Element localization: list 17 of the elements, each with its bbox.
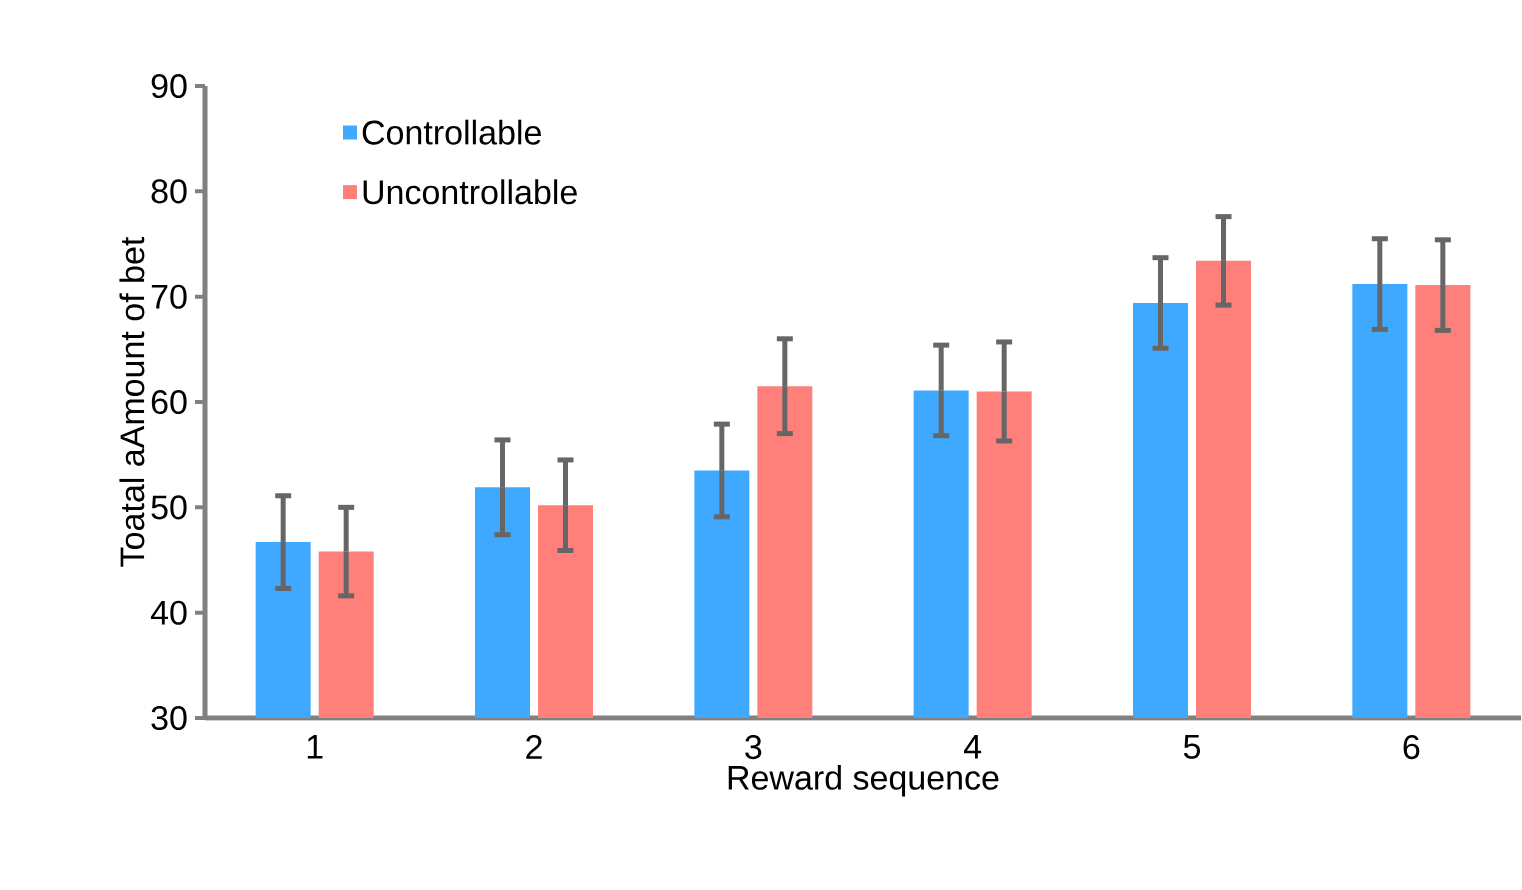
y-axis-title: Toatal aAmount of bet [119, 236, 145, 567]
y-tick-label: 40 [150, 600, 187, 625]
x-tick-label: 5 [1183, 735, 1201, 759]
x-axis-title: Reward sequence [728, 764, 999, 797]
x-tick-label: 3 [745, 735, 762, 760]
x-tick-label: 1 [307, 735, 323, 759]
y-tick-label: 80 [151, 179, 187, 204]
x-tick-label: 6 [1403, 735, 1420, 760]
y-tick-label: 60 [151, 389, 187, 415]
y-tick-label: 70 [151, 284, 187, 309]
legend-label: Uncontrollable [363, 179, 577, 205]
y-tick-label: 50 [151, 495, 187, 520]
y-tick-label: 30 [151, 705, 187, 731]
x-tick-label: 4 [964, 735, 982, 759]
x-tick-label: 2 [526, 735, 542, 759]
legend-label: Controllable [362, 119, 541, 145]
y-tick-label: 90 [151, 73, 187, 99]
